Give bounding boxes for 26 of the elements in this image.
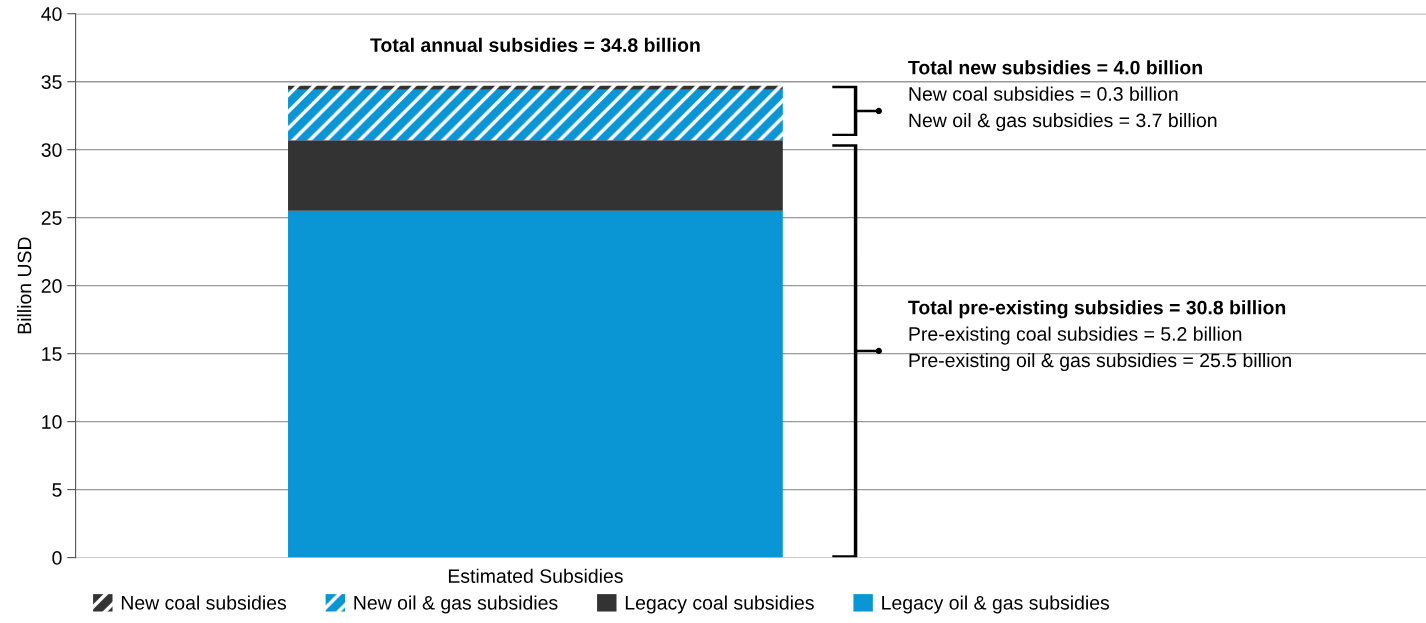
- y-tick-label: 5: [52, 483, 62, 497]
- legend-label: New coal subsidies: [121, 595, 287, 610]
- y-tick-label: 20: [41, 279, 62, 293]
- y-tick-label: 35: [41, 75, 62, 89]
- annotation: Total pre-existing subsidies = 30.8 billion: [908, 300, 1286, 319]
- annotation: New oil & gas subsidies = 3.7 billion: [909, 112, 1217, 132]
- bar: [288, 210, 783, 558]
- bar: [288, 140, 783, 211]
- x-tick-label: Estimated Subsidies: [448, 568, 623, 583]
- bar: [288, 85, 783, 90]
- legend-label: Legacy coal subsidies: [625, 595, 814, 614]
- y-tick-label: 25: [41, 211, 62, 225]
- y-tick-label: 15: [42, 347, 62, 361]
- annotation: Pre-existing coal subsidies = 5.2 billion: [909, 326, 1242, 345]
- y-tick-label: 10: [42, 415, 62, 429]
- y-tick-label: 30: [41, 143, 62, 157]
- annotation: Pre-existing oil & gas subsidies = 25.5 billion: [909, 352, 1291, 372]
- legend-label: Legacy oil & gas subsidies: [882, 595, 1110, 614]
- y-tick-label: 0: [52, 551, 62, 565]
- bar: [288, 89, 783, 141]
- y-tick-label: 40: [41, 7, 62, 21]
- annotation: Total new subsidies = 4.0 billion: [908, 60, 1202, 75]
- annotation: Total annual subsidies = 34.8 billion: [370, 37, 700, 53]
- legend-label: New oil & gas subsidies: [354, 595, 558, 614]
- y-axis-title: Billion USD: [17, 237, 32, 334]
- annotation: New coal subsidies = 0.3 billion: [909, 86, 1178, 101]
